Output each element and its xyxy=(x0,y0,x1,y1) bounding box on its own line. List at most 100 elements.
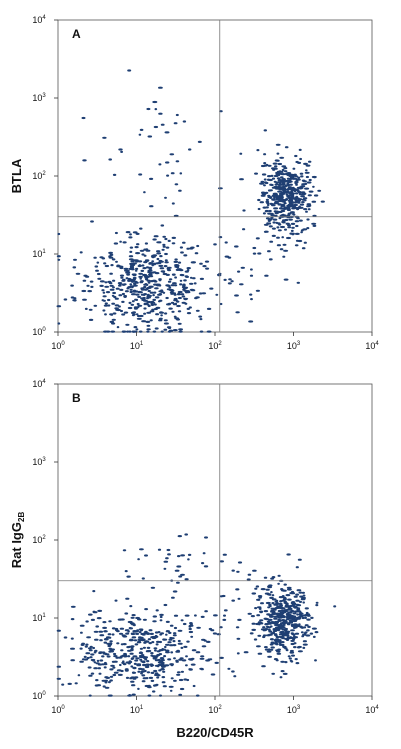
data-point xyxy=(90,285,94,288)
data-point xyxy=(88,674,93,677)
data-point xyxy=(164,131,170,134)
data-point xyxy=(167,641,172,644)
data-point xyxy=(93,256,97,259)
data-point xyxy=(138,636,142,639)
data-point xyxy=(269,615,274,618)
data-point xyxy=(277,624,283,628)
data-point xyxy=(103,638,109,641)
data-point xyxy=(118,283,122,286)
data-point xyxy=(223,278,227,281)
data-point xyxy=(236,637,241,640)
data-point xyxy=(129,290,133,294)
data-point xyxy=(279,600,282,603)
data-point xyxy=(179,283,183,286)
data-point xyxy=(136,317,142,320)
data-point xyxy=(187,558,190,561)
data-point xyxy=(119,266,124,270)
data-point xyxy=(89,280,94,283)
data-point xyxy=(149,310,155,313)
data-point xyxy=(77,674,81,677)
data-point xyxy=(308,178,312,182)
data-point xyxy=(256,645,261,648)
data-point xyxy=(285,222,290,225)
data-point xyxy=(286,622,290,625)
data-point xyxy=(158,653,163,656)
data-point xyxy=(129,652,134,655)
data-point xyxy=(306,629,310,632)
data-point xyxy=(288,180,293,183)
data-point xyxy=(166,174,170,177)
data-point xyxy=(168,638,173,641)
data-point xyxy=(193,282,197,285)
data-point xyxy=(143,641,147,644)
data-point xyxy=(312,185,315,188)
data-point xyxy=(289,211,295,214)
data-point xyxy=(114,231,118,235)
data-point xyxy=(108,255,112,258)
data-point xyxy=(305,175,309,179)
data-point xyxy=(153,684,158,687)
data-point xyxy=(188,306,192,309)
data-point xyxy=(179,246,183,249)
data-point xyxy=(109,288,115,291)
data-point xyxy=(283,600,287,603)
x-tick-label: 104 xyxy=(365,341,379,351)
data-point xyxy=(256,149,260,152)
data-point xyxy=(109,272,113,275)
data-point xyxy=(57,322,61,325)
data-point xyxy=(183,279,187,282)
data-point xyxy=(295,224,299,228)
data-point xyxy=(102,685,106,688)
data-point xyxy=(260,602,264,605)
data-point xyxy=(290,636,294,639)
data-point xyxy=(90,618,95,622)
data-point xyxy=(88,613,93,616)
data-point xyxy=(243,651,249,654)
data-point xyxy=(298,193,303,196)
x-tick-label: 104 xyxy=(365,705,379,715)
data-point xyxy=(164,237,168,241)
data-point xyxy=(147,281,151,284)
data-point xyxy=(174,264,180,267)
data-point xyxy=(158,279,162,282)
data-point xyxy=(188,627,192,631)
data-point xyxy=(314,659,317,662)
data-point xyxy=(163,603,168,607)
data-point xyxy=(267,618,273,622)
data-point xyxy=(286,236,291,240)
data-point xyxy=(162,245,166,248)
data-point xyxy=(256,614,261,617)
data-point xyxy=(271,198,276,201)
data-point xyxy=(291,624,295,628)
data-point xyxy=(75,272,81,275)
data-point xyxy=(235,311,240,314)
data-point xyxy=(112,312,117,315)
data-point xyxy=(283,206,288,209)
data-point xyxy=(165,161,170,164)
data-point xyxy=(163,655,167,658)
data-point xyxy=(286,205,291,208)
data-point xyxy=(110,313,114,316)
data-point xyxy=(138,275,143,278)
data-point xyxy=(126,575,131,578)
data-point xyxy=(148,285,153,288)
data-point xyxy=(267,196,273,199)
data-point xyxy=(299,595,304,598)
data-point xyxy=(260,164,266,168)
data-point xyxy=(258,607,262,611)
data-point xyxy=(299,172,304,175)
data-point xyxy=(156,640,160,644)
data-point xyxy=(276,244,281,247)
data-point xyxy=(196,626,201,629)
data-point xyxy=(175,660,179,663)
data-point xyxy=(281,595,285,598)
data-point xyxy=(146,328,151,331)
data-point xyxy=(291,602,297,605)
data-point xyxy=(258,595,262,598)
data-point xyxy=(271,672,276,675)
data-point xyxy=(180,293,185,296)
data-point xyxy=(120,649,124,652)
data-point xyxy=(166,303,171,306)
y-tick-label: 100 xyxy=(32,327,46,337)
data-point xyxy=(287,226,292,229)
